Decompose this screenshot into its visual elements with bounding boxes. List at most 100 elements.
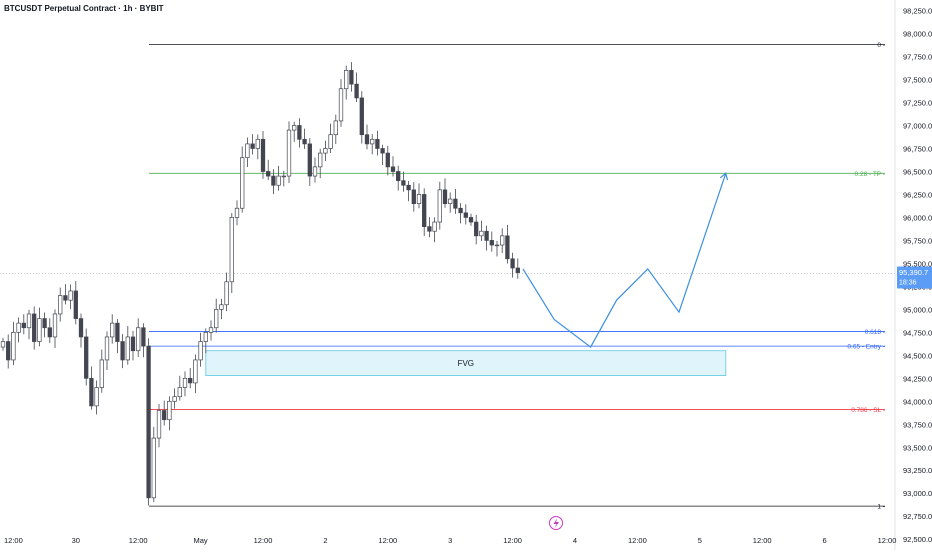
candle [240,157,245,209]
candle [292,125,297,131]
x-tick-label: 12:00 [753,536,772,545]
candle [37,318,42,342]
fib-level-sl-label: 0.786 - SL - [851,407,885,414]
candle [442,189,448,204]
y-tick-label: 93,000.0 [903,489,932,498]
candle [42,318,47,329]
y-tick-label: 95,000.0 [903,305,932,314]
y-tick-label: 97,250.0 [903,99,932,108]
y-tick-label: 96,750.0 [903,144,932,153]
candle [120,341,125,361]
candle [344,70,349,90]
candle [479,230,484,237]
candle [307,143,312,177]
candle [250,143,255,149]
candle [182,377,188,388]
y-tick-label: 92,500.0 [903,535,932,544]
candle [188,377,193,384]
candle [375,138,380,149]
candle [73,290,78,319]
candle [515,267,520,273]
y-tick-label: 93,500.0 [903,443,932,452]
y-tick-label: 94,750.0 [903,328,932,337]
candle [151,437,156,499]
candle [193,359,198,384]
candle [302,138,307,145]
candle [396,171,401,182]
candle [219,304,224,310]
candle [58,295,63,315]
candle [146,345,151,499]
candle [312,166,318,177]
x-tick-label: 12:00 [378,536,397,545]
candle [198,341,203,361]
y-tick-label: 97,500.0 [903,76,932,85]
x-tick-label: 2 [323,536,327,545]
candle [32,313,37,342]
y-tick-label: 97,000.0 [903,122,932,131]
candle [21,322,26,329]
y-tick-label: 94,250.0 [903,374,932,383]
y-tick-label: 95,750.0 [903,236,932,245]
fib-level-tp-label: 0.28 - TP - [855,171,885,178]
y-tick-label: 96,000.0 [903,213,932,222]
candle [323,148,328,154]
candle [84,336,89,379]
fib-level-1-label: 1 - [877,504,885,511]
candle [364,134,370,145]
y-tick-label: 98,000.0 [903,30,932,39]
x-tick-label: 4 [573,536,577,545]
fib-level-0618-label: 0.618 - [865,329,885,336]
candle [463,212,468,218]
lightning-icon [553,518,559,529]
candle [271,175,276,186]
candle [255,138,260,149]
candle [52,313,58,338]
x-tick-label: 12:00 [254,536,273,545]
candle [208,327,214,333]
candle [162,410,167,421]
x-tick-label: 12:00 [129,536,148,545]
candle [437,189,442,223]
candle [99,359,104,388]
candle [422,194,427,227]
candle [130,336,136,352]
y-tick-label: 95,500.0 [903,259,932,268]
candle [11,332,16,361]
candle [224,281,229,306]
candle [385,152,390,168]
candle [318,152,323,168]
y-tick-label: 97,750.0 [903,53,932,62]
candle [229,217,234,283]
fvg-zone [205,350,727,376]
fib-level-0-label: 0 - [877,42,885,49]
candle [286,129,292,177]
y-tick-label: 94,500.0 [903,351,932,360]
candle [328,134,333,149]
candle [26,313,32,329]
x-tick-label: 30 [72,536,80,545]
projection-arrowhead [719,172,729,181]
candle [484,230,489,241]
candle [203,332,208,342]
candle [458,207,463,214]
candle [234,207,240,218]
fvg-label: FVG [458,359,474,368]
y-tick-label: 96,250.0 [903,190,932,199]
candle [172,396,177,402]
candle [380,148,385,154]
candle [401,180,406,186]
candle [47,327,52,338]
candle [0,341,6,348]
projection-path [522,173,727,348]
candle [468,217,474,223]
candle [177,387,182,398]
candle [427,226,432,232]
x-tick-label: 12:00 [4,536,23,545]
candle [281,175,286,178]
countdown-timer: 18:36 [899,279,917,286]
y-tick-label: 94,000.0 [903,397,932,406]
current-price-badge [897,266,932,289]
